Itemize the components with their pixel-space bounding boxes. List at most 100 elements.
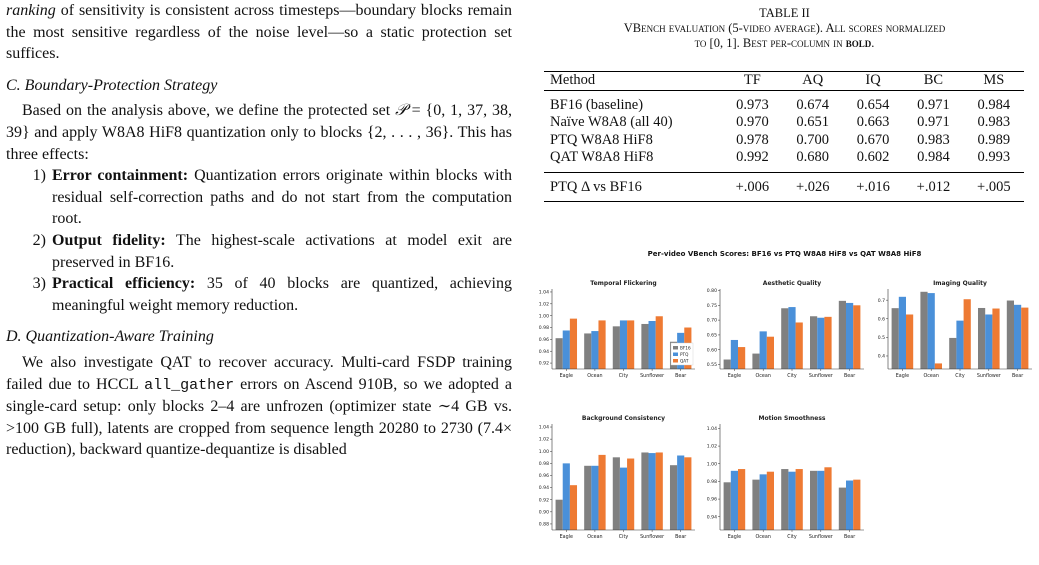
bar-qat [766, 471, 774, 530]
bar-qat [627, 320, 635, 369]
table-row: PTQ W8A8 HiF8 0.978 0.700 0.670 0.983 0.989 [544, 132, 1024, 150]
y-tick-label: 0.90 [539, 509, 549, 515]
y-tick-label: 1.00 [539, 449, 549, 455]
row-method: Naïve W8A8 (all 40) [550, 114, 673, 130]
bar-ptq [788, 471, 796, 530]
x-tick-label: Bear [844, 373, 855, 379]
bar-bf16 [723, 482, 731, 530]
y-tick-label: 0.75 [707, 303, 717, 309]
list-term: Output fidelity: [52, 231, 166, 249]
list-term: Practical efficiency: [52, 275, 196, 293]
bar-qat [853, 305, 861, 369]
y-tick-label: 0.96 [539, 473, 549, 479]
y-tick-label: 0.96 [707, 497, 717, 503]
list-term: Error containment: [52, 167, 189, 185]
bar-bf16 [752, 479, 760, 530]
delta-ms: +.005 [963, 172, 1024, 202]
bar-bf16 [641, 323, 649, 369]
bar-bf16 [978, 307, 986, 369]
bar-bf16 [838, 487, 846, 530]
chart-title: Background Consistency [582, 415, 665, 422]
x-tick-label: Sunflower [977, 373, 1001, 379]
legend-label: PTQ [680, 352, 689, 357]
bar-bf16 [612, 457, 620, 530]
bar-ptq [898, 296, 906, 369]
y-tick-label: 0.92 [539, 361, 549, 367]
bar-bf16 [669, 465, 678, 530]
protected-set-symbol: 𝒫 [395, 102, 407, 120]
bar-ptq [619, 467, 628, 530]
figure-title: Per-video VBench Scores: BF16 vs PTQ W8A… [647, 250, 922, 258]
y-tick-label: 0.55 [707, 362, 717, 368]
section-d-text-b: errors on Ascend 910B, so we adopted a s… [6, 375, 513, 459]
bar-ptq [759, 331, 767, 369]
table-cell: 0.602 [842, 149, 904, 173]
list-text: 35 of 40 blocks are quantized, achieving… [52, 275, 512, 314]
header-iq: IQ [842, 71, 904, 91]
y-tick-label: 0.7 [878, 298, 885, 304]
list-item: 1) Error containment: Quantization errors… [6, 165, 512, 230]
x-tick-label: Ocean [756, 373, 771, 379]
bar-ptq [648, 321, 656, 369]
legend-swatch [673, 346, 678, 350]
bar-qat [795, 469, 803, 530]
bar-qat [992, 308, 1000, 369]
table-cell: 0.970 [736, 114, 769, 130]
bar-bf16 [781, 469, 789, 530]
x-tick-label: Eagle [728, 373, 741, 379]
section-d-paragraph: We also investigate QAT to recover accur… [6, 352, 512, 461]
bar-bf16 [669, 341, 678, 369]
bar-qat [1021, 307, 1029, 369]
bar-bf16 [584, 465, 592, 530]
bar-ptq [846, 302, 854, 369]
section-c-text-a: Based on the analysis above, we define t… [22, 102, 396, 120]
legend-swatch [673, 352, 678, 356]
bar-bf16 [810, 470, 818, 530]
bar-ptq [562, 330, 570, 369]
table-cell: 0.984 [977, 96, 1011, 113]
bar-bf16 [612, 326, 620, 369]
y-tick-label: 1.04 [539, 425, 549, 431]
y-tick-label: 0.98 [707, 479, 717, 485]
bar-ptq [956, 320, 964, 369]
bar-ptq [759, 474, 767, 530]
x-tick-label: Eagle [728, 534, 741, 540]
table-row: Naïve W8A8 (all 40) 0.970 0.651 0.663 0.971 0… [544, 114, 1024, 132]
section-c-title: C. Boundary-Protection Strategy [6, 76, 218, 94]
bar-ptq [648, 453, 656, 530]
list-item: 2) Output fidelity: The highest-scale act… [6, 230, 512, 273]
list-text: The highest-scale activations at model e… [52, 231, 512, 271]
section-d-text-a: We also investigate QAT to recover accur… [6, 353, 512, 393]
list-item: 3) Practical efficiency: 35 of 40 blocks … [6, 273, 512, 316]
y-tick-label: 1.02 [539, 437, 549, 443]
bar-qat [569, 318, 578, 369]
list-number: 1) [32, 167, 46, 185]
legend-label: BF16 [680, 345, 691, 350]
bar-qat [906, 314, 914, 369]
bar-bf16 [1006, 300, 1014, 369]
list-number: 3) [32, 275, 46, 293]
table-cell: 0.670 [856, 131, 890, 148]
bar-ptq [677, 332, 685, 369]
bar-bf16 [752, 353, 760, 369]
bar-qat [738, 347, 746, 369]
bar-bf16 [891, 308, 899, 369]
legend-box [670, 342, 694, 366]
x-tick-label: Bear [675, 534, 686, 540]
x-tick-label: Sunflower [809, 534, 833, 540]
section-c-paragraph: Based on the analysis above, we define t… [6, 100, 512, 165]
row-method: PTQ W8A8 HiF8 [550, 131, 653, 148]
y-tick-label: 0.88 [539, 522, 549, 528]
bar-bf16 [838, 300, 846, 369]
bar-ptq [985, 314, 993, 369]
bar-ptq [591, 331, 599, 369]
delta-label: PTQ Δ vs BF16 [544, 172, 723, 202]
bar-ptq [927, 293, 935, 369]
section-d-title: D. Quantization-Aware Training [6, 328, 214, 346]
ranking-word: ranking [6, 2, 56, 19]
intro-text: of sensitivity is consistent across time… [6, 2, 512, 63]
table-cell: 0.654 [856, 96, 890, 113]
bar-ptq [619, 320, 628, 369]
bar-ptq [817, 470, 825, 530]
bar-qat [853, 479, 861, 530]
